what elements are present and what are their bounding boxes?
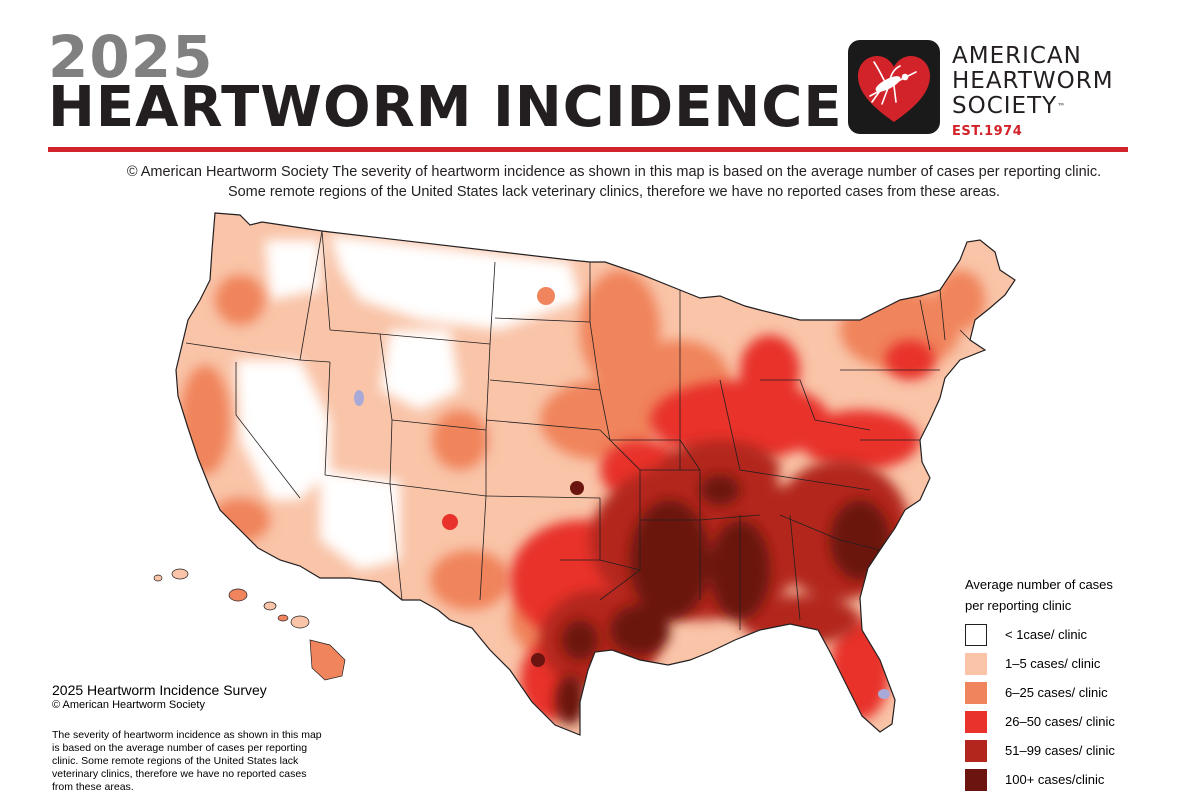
legend-item: < 1case/ clinic [965,624,1195,646]
subtitle-text-1: The severity of heartworm incidence as s… [332,164,1102,180]
legend-label: < 1case/ clinic [1005,627,1088,642]
alaska-hawaii-islands [153,568,346,681]
subtitle-line-1: © American Heartworm Society The severit… [48,162,1180,182]
legend-label: 1–5 cases/ clinic [1005,656,1101,671]
subtitle: © American Heartworm Society The severit… [48,162,1180,202]
map-legend: Average number of cases per reporting cl… [965,574,1165,791]
legend-label: 100+ cases/clinic [1005,772,1105,787]
survey-description: The severity of heartworm incidence as s… [52,729,322,793]
legend-item: 51–99 cases/ clinic [965,740,1195,762]
heart-mosquito-icon [858,56,930,122]
page-title: HEARTWORM INCIDENCE [48,75,843,140]
legend-label: 26–50 cases/ clinic [1005,714,1115,729]
legend-label: 51–99 cases/ clinic [1005,743,1115,758]
survey-title: 2025 Heartworm Incidence Survey [52,682,267,698]
logo-badge [848,40,940,134]
header-divider [48,147,1128,152]
legend-item: 1–5 cases/ clinic [965,653,1195,675]
logo-established: EST.1974 [952,124,1023,139]
incidence-fill [176,213,1015,735]
legend-label: 6–25 cases/ clinic [1005,685,1108,700]
legend-title-2: per reporting clinic [965,598,1072,613]
title-year: 2025 [48,23,214,91]
legend-item: 6–25 cases/ clinic [965,682,1195,704]
logo-wordmark: AMERICAN HEARTWORM SOCIETY™ EST.1974 [952,44,1114,144]
logo-line-society: SOCIETY™ [952,94,1114,119]
logo-line-heartworm: HEARTWORM [952,68,1114,94]
logo-trademark: ™ [1057,102,1067,111]
legend-swatch [965,624,987,646]
legend-item: 100+ cases/clinic [965,769,1195,791]
survey-caption: 2025 Heartworm Incidence Survey © Americ… [52,682,322,794]
state-borders [175,212,1016,736]
legend-title-1: Average number of cases [965,577,1113,592]
legend-swatch [965,682,987,704]
legend-swatch [965,653,987,675]
subtitle-brand: © American Heartworm Society [126,164,329,180]
subtitle-line-2: Some remote regions of the United States… [227,184,1001,200]
logo-line-american: AMERICAN [952,43,1082,69]
survey-copyright: © American Heartworm Society [52,699,205,711]
logo-society-word: SOCIETY [952,93,1058,119]
legend-swatch [965,740,987,762]
legend-swatch [965,711,987,733]
legend-swatch [965,769,987,791]
legend-item: 26–50 cases/ clinic [965,711,1195,733]
